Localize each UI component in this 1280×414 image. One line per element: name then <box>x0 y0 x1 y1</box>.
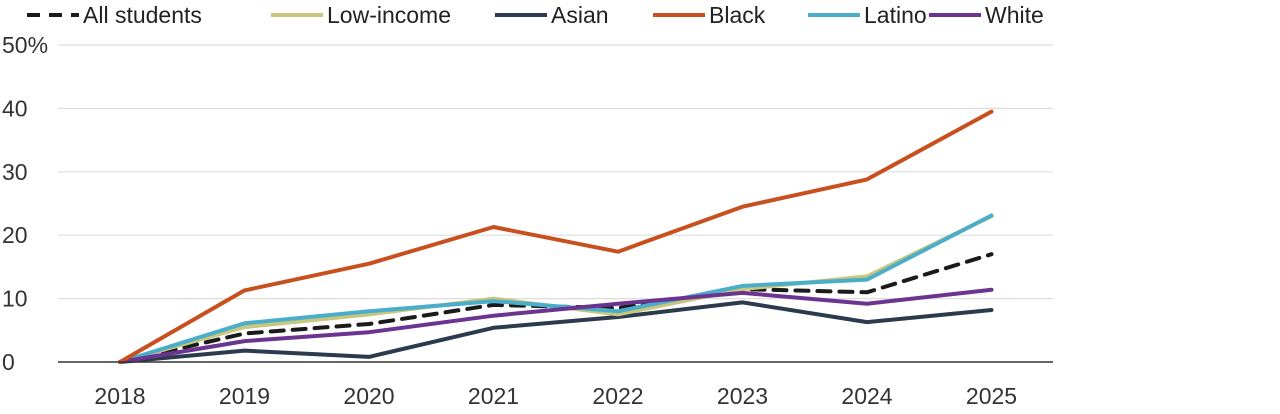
y-tick-label: 0 <box>2 349 15 375</box>
series-line-latino <box>118 213 994 364</box>
legend: All students Low-income Asian Black Latino Wh… <box>27 2 1044 28</box>
legend-label: White <box>985 2 1044 28</box>
legend-label: Black <box>709 2 766 28</box>
legend-item: Low-income <box>271 2 451 28</box>
y-tick-label: 10 <box>2 286 28 312</box>
legend-item: Black <box>653 2 766 28</box>
x-tick-label: 2024 <box>841 383 892 409</box>
x-tick-label: 2022 <box>592 383 643 409</box>
legend-label: Asian <box>551 2 609 28</box>
x-axis-ticks: 2018 2019 2020 2021 2022 2023 2024 2025 <box>94 383 1017 409</box>
gridlines <box>58 44 1053 300</box>
y-tick-label: 50% <box>2 32 48 58</box>
x-tick-label: 2020 <box>343 383 394 409</box>
y-axis-ticks: 0 10 20 30 40 50% <box>2 32 48 375</box>
x-tick-label: 2018 <box>94 383 145 409</box>
legend-item: All students <box>27 2 202 28</box>
legend-item: Latino <box>808 2 927 28</box>
series-lines <box>118 109 994 364</box>
y-tick-label: 40 <box>2 95 28 121</box>
y-tick-label: 20 <box>2 222 28 248</box>
series-line-asian <box>118 300 994 364</box>
x-tick-label: 2021 <box>468 383 519 409</box>
x-tick-label: 2023 <box>717 383 768 409</box>
x-tick-label: 2019 <box>219 383 270 409</box>
legend-item: White <box>929 2 1044 28</box>
x-tick-label: 2025 <box>966 383 1017 409</box>
series-line-white <box>118 287 994 364</box>
legend-label: Latino <box>864 2 927 28</box>
series-line-black <box>118 109 994 364</box>
legend-label: Low-income <box>327 2 451 28</box>
legend-item: Asian <box>495 2 609 28</box>
legend-label: All students <box>83 2 202 28</box>
y-tick-label: 30 <box>2 159 28 185</box>
